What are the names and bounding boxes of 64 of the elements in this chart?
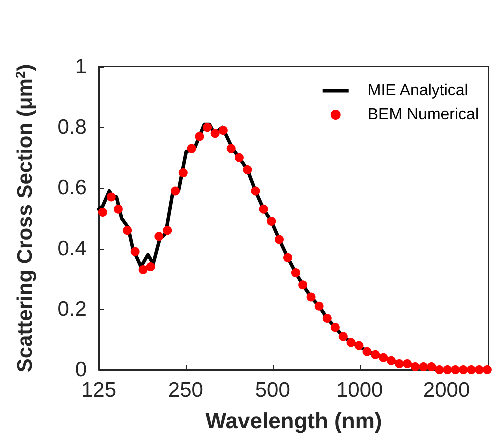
y-axis-title: Scattering Cross Section (μm2) bbox=[13, 64, 37, 373]
point bbox=[451, 366, 460, 374]
legend-label: MIE Analytical bbox=[368, 82, 468, 100]
point bbox=[178, 168, 188, 178]
point bbox=[106, 192, 116, 202]
point bbox=[275, 235, 284, 244]
point bbox=[306, 292, 316, 302]
point bbox=[435, 366, 444, 374]
point bbox=[330, 323, 340, 332]
point bbox=[482, 366, 492, 374]
x-tick-label: 500 bbox=[255, 379, 290, 402]
point bbox=[410, 362, 420, 372]
point bbox=[395, 359, 404, 368]
point bbox=[98, 208, 108, 217]
point bbox=[243, 166, 252, 175]
point bbox=[474, 366, 484, 374]
point bbox=[314, 302, 324, 311]
point bbox=[163, 226, 172, 236]
point bbox=[443, 366, 452, 374]
point bbox=[259, 204, 268, 214]
y-tick-label: 0.6 bbox=[58, 176, 87, 200]
point bbox=[226, 144, 236, 154]
point bbox=[379, 353, 388, 362]
point bbox=[146, 262, 156, 272]
point bbox=[210, 129, 220, 138]
point bbox=[362, 347, 372, 356]
point bbox=[402, 359, 412, 368]
point bbox=[354, 341, 364, 350]
point bbox=[203, 123, 212, 132]
point bbox=[284, 253, 293, 262]
x-tick-label: 2000 bbox=[423, 379, 470, 402]
y-tick-label: 0.2 bbox=[58, 298, 87, 321]
y-tick-label: 0.4 bbox=[58, 237, 88, 260]
point bbox=[234, 153, 244, 162]
point bbox=[138, 266, 148, 275]
point bbox=[291, 268, 300, 278]
x-tick-label: 250 bbox=[168, 379, 204, 402]
point bbox=[218, 126, 228, 136]
point bbox=[338, 332, 348, 342]
x-tick-label: 1000 bbox=[336, 379, 384, 402]
point bbox=[130, 247, 140, 256]
y-tick-label: 1 bbox=[75, 56, 87, 78]
point bbox=[459, 366, 468, 374]
point bbox=[346, 338, 356, 348]
point bbox=[427, 362, 436, 372]
point bbox=[195, 132, 204, 142]
point bbox=[267, 217, 276, 226]
point bbox=[251, 186, 260, 196]
point bbox=[387, 356, 396, 366]
point bbox=[187, 144, 196, 154]
y-tick-label: 0 bbox=[75, 358, 87, 382]
x-axis-title: Wavelength (nm) bbox=[206, 408, 382, 434]
y-tick-label: 0.8 bbox=[58, 116, 87, 140]
point bbox=[154, 232, 164, 242]
point bbox=[298, 280, 308, 290]
legend-label: BEM Numerical bbox=[368, 106, 480, 124]
point bbox=[467, 366, 476, 374]
x-tick-label: 125 bbox=[81, 379, 117, 402]
point bbox=[171, 186, 180, 196]
point bbox=[123, 226, 132, 236]
point bbox=[371, 350, 380, 360]
point bbox=[322, 314, 332, 323]
point bbox=[419, 362, 428, 372]
point bbox=[114, 204, 123, 214]
